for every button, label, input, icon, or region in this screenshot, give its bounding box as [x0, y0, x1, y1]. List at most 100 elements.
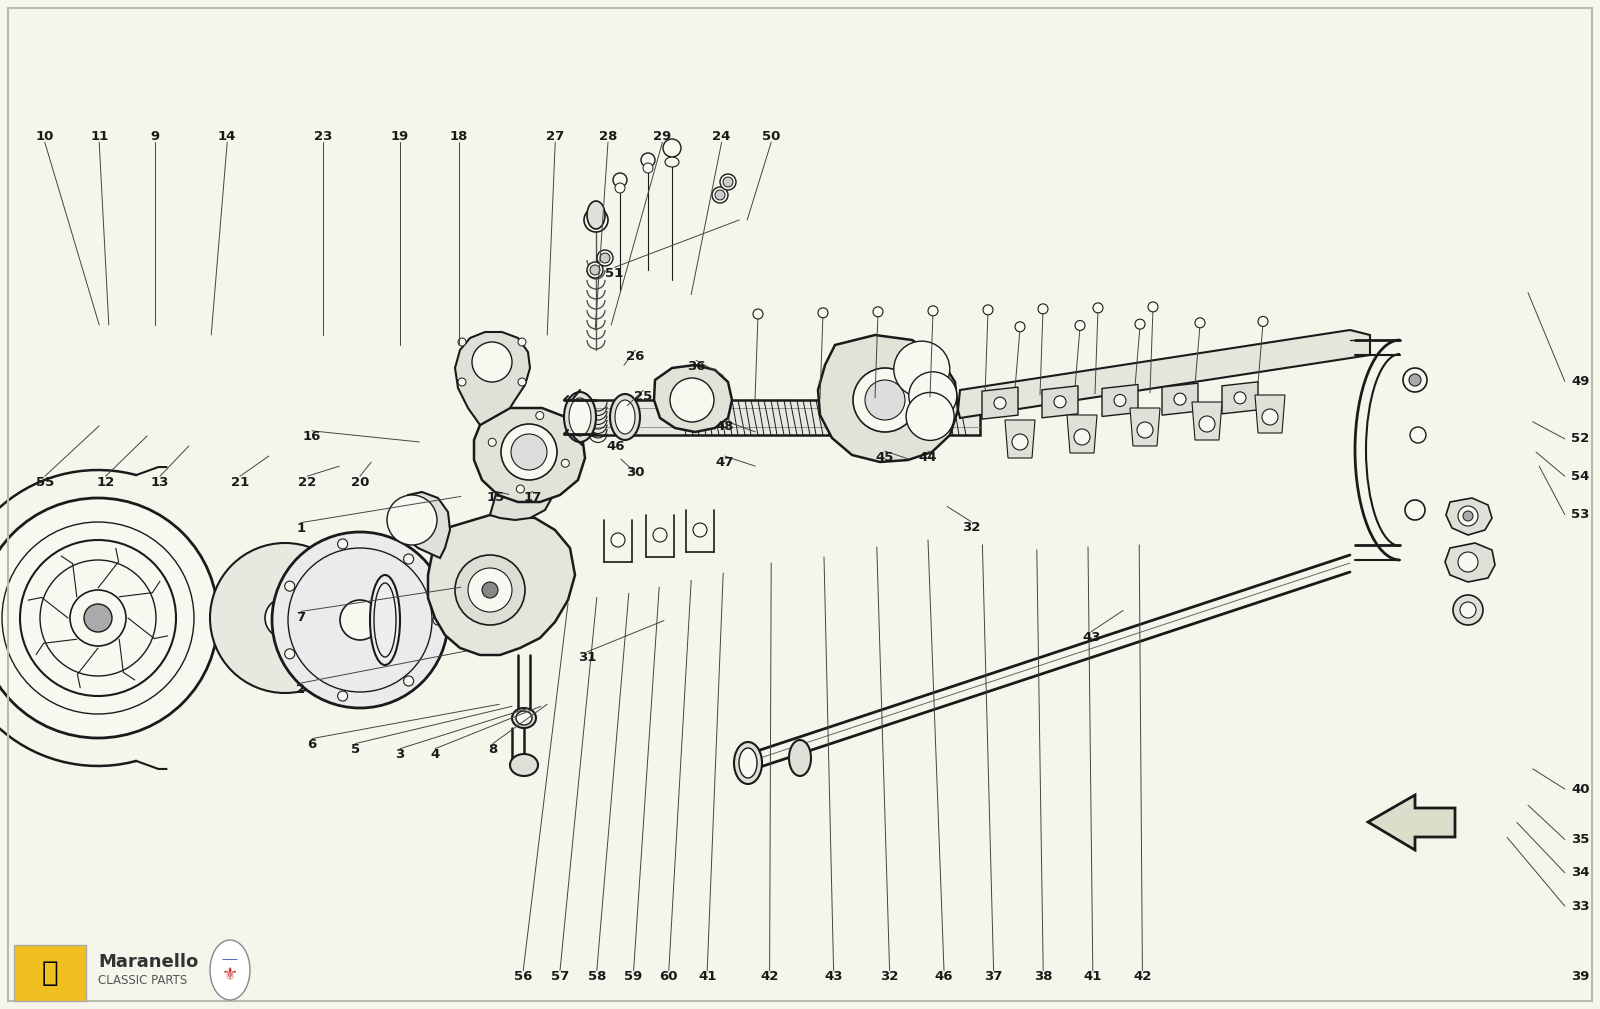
Circle shape [928, 306, 938, 316]
Text: 60: 60 [659, 971, 678, 983]
Circle shape [670, 378, 714, 422]
Text: 52: 52 [1571, 433, 1589, 445]
Text: 54: 54 [1571, 470, 1589, 482]
Text: 24: 24 [712, 130, 731, 142]
Text: 34: 34 [1571, 867, 1590, 879]
Circle shape [1114, 395, 1126, 407]
Circle shape [285, 649, 294, 659]
Text: PARTS: PARTS [701, 866, 979, 954]
Circle shape [662, 139, 682, 157]
Ellipse shape [587, 201, 605, 229]
Polygon shape [1192, 402, 1222, 440]
Ellipse shape [374, 583, 397, 657]
Circle shape [1195, 318, 1205, 328]
Ellipse shape [570, 398, 590, 436]
Polygon shape [429, 515, 574, 655]
Polygon shape [490, 458, 555, 520]
Circle shape [715, 190, 725, 200]
Text: 2: 2 [296, 683, 306, 695]
Circle shape [454, 555, 525, 625]
Polygon shape [474, 408, 586, 502]
Text: 45: 45 [875, 451, 894, 463]
Text: CLASSIC PARTS: CLASSIC PARTS [98, 974, 187, 987]
Circle shape [387, 495, 437, 545]
Text: 47: 47 [715, 456, 734, 468]
Text: 32: 32 [880, 971, 899, 983]
Ellipse shape [510, 754, 538, 776]
Polygon shape [1445, 543, 1494, 582]
Circle shape [614, 183, 626, 193]
Circle shape [597, 250, 613, 266]
Polygon shape [1162, 383, 1198, 415]
Text: ——: —— [222, 956, 238, 965]
Polygon shape [818, 335, 958, 462]
Polygon shape [1102, 384, 1138, 417]
Text: 9: 9 [150, 130, 160, 142]
Circle shape [1138, 422, 1154, 438]
Ellipse shape [734, 742, 762, 784]
Text: 16: 16 [302, 431, 322, 443]
Circle shape [1198, 416, 1214, 432]
Text: 21: 21 [230, 476, 250, 488]
Ellipse shape [563, 393, 595, 442]
Circle shape [2, 522, 194, 714]
Text: 28: 28 [598, 130, 618, 142]
Circle shape [70, 590, 126, 646]
Circle shape [467, 568, 512, 612]
Circle shape [590, 265, 600, 275]
Circle shape [1458, 506, 1478, 526]
Polygon shape [1067, 415, 1098, 453]
Text: 6: 6 [307, 739, 317, 751]
Circle shape [584, 208, 608, 232]
Text: 46: 46 [606, 441, 626, 453]
Polygon shape [285, 559, 338, 618]
Circle shape [1410, 427, 1426, 443]
Text: 19: 19 [390, 130, 410, 142]
Circle shape [1453, 595, 1483, 625]
Circle shape [338, 691, 347, 701]
Text: 10: 10 [35, 130, 54, 142]
Bar [573, 400, 979, 435]
Text: 7: 7 [296, 611, 306, 624]
Polygon shape [1222, 381, 1258, 414]
Circle shape [499, 458, 544, 502]
Circle shape [1093, 303, 1102, 313]
Text: 42: 42 [1133, 971, 1152, 983]
Circle shape [482, 582, 498, 598]
Circle shape [19, 540, 176, 696]
Circle shape [1462, 511, 1474, 521]
Circle shape [274, 606, 298, 630]
Circle shape [1134, 319, 1146, 329]
Circle shape [83, 604, 112, 632]
Circle shape [510, 434, 547, 470]
Circle shape [1405, 500, 1426, 520]
Polygon shape [1005, 420, 1035, 458]
Polygon shape [285, 618, 352, 653]
Circle shape [536, 412, 544, 420]
Text: 40: 40 [1571, 783, 1590, 795]
Circle shape [1149, 302, 1158, 312]
Circle shape [587, 262, 603, 278]
Ellipse shape [666, 157, 678, 167]
Circle shape [458, 378, 466, 386]
Circle shape [874, 307, 883, 317]
Circle shape [40, 560, 157, 676]
Polygon shape [1042, 385, 1078, 418]
Ellipse shape [370, 575, 400, 665]
Ellipse shape [614, 400, 635, 434]
Circle shape [1074, 429, 1090, 445]
Circle shape [906, 393, 954, 440]
Polygon shape [1368, 795, 1454, 850]
Text: 18: 18 [450, 130, 469, 142]
Circle shape [403, 554, 414, 564]
Polygon shape [958, 330, 1370, 418]
Circle shape [723, 177, 733, 187]
Circle shape [458, 338, 466, 346]
Text: 17: 17 [523, 491, 542, 503]
Ellipse shape [512, 708, 536, 728]
Text: 43: 43 [1082, 632, 1101, 644]
Text: 35: 35 [1571, 833, 1589, 846]
Text: 32: 32 [962, 522, 981, 534]
Circle shape [909, 372, 957, 420]
Circle shape [285, 581, 294, 591]
